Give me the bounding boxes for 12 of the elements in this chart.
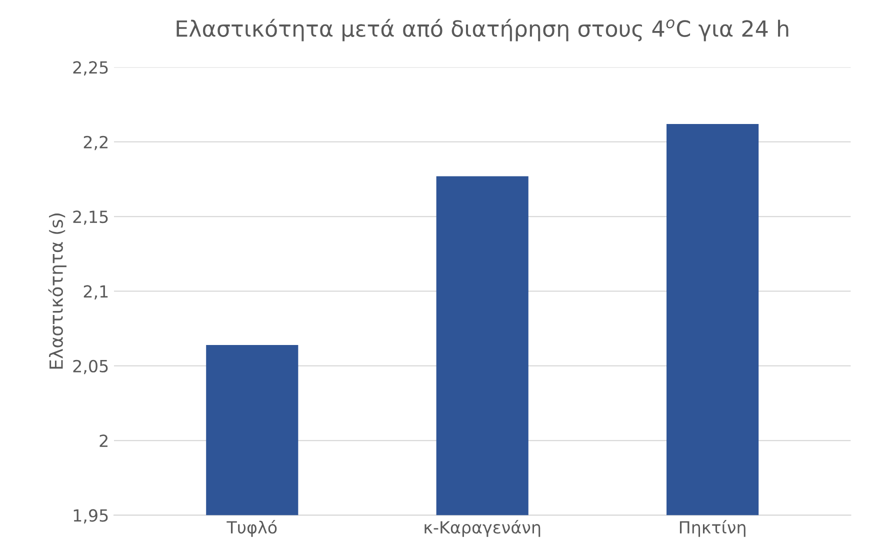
y-tick-label: 1,95 — [74, 509, 108, 524]
y-tick-label: 2,25 — [73, 61, 108, 76]
x-tick-label: Τυφλό — [226, 520, 277, 537]
y-tick-label: 2,05 — [73, 360, 108, 374]
y-tick-label: 2,15 — [73, 210, 108, 225]
y-tick-label: 2,1 — [84, 285, 108, 300]
x-tick-label: Πηκτίνη — [680, 520, 746, 537]
y-tick-label: 2 — [100, 434, 108, 447]
x-tick-label: κ-Καραγενάνη — [424, 520, 540, 537]
chart-title: Ελαστικότητα μετά από διατήρηση στους 4$^{o}$C για 24 h — [176, 18, 788, 42]
y-tick-label: 2,2 — [84, 136, 108, 150]
y-axis-title: Ελαστικότητα (s) — [48, 214, 66, 369]
